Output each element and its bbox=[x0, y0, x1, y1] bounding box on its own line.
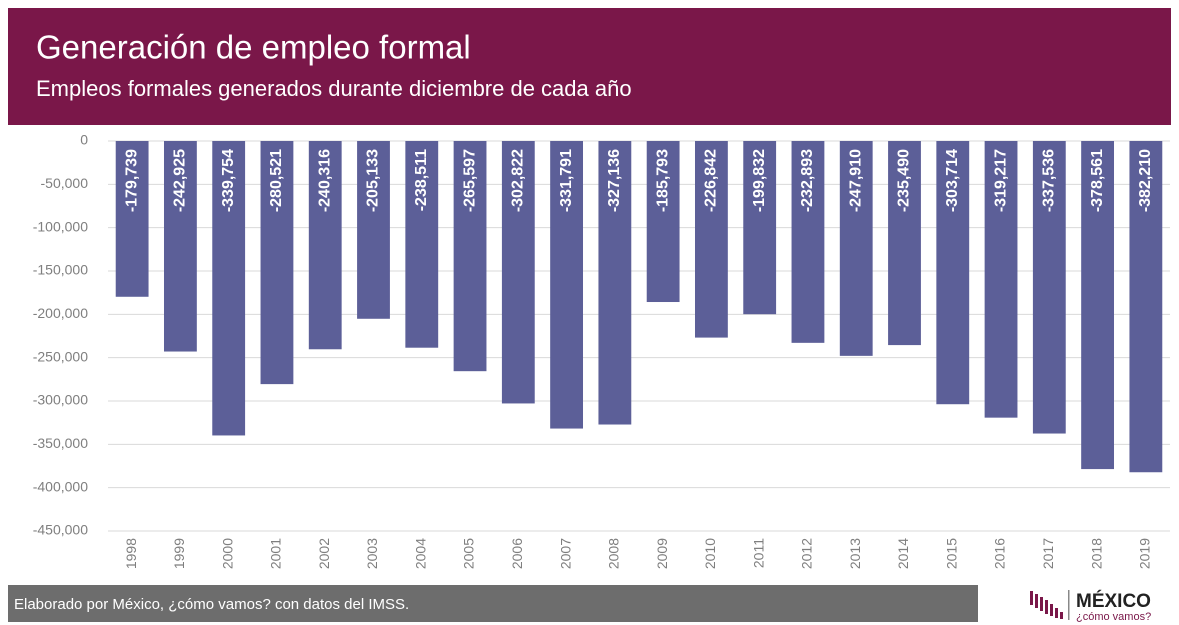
bar bbox=[453, 141, 487, 372]
x-tick-label: 2017 bbox=[1040, 538, 1056, 569]
bar bbox=[260, 141, 294, 385]
x-tick-label: 2006 bbox=[509, 538, 525, 569]
x-tick-label: 2005 bbox=[461, 538, 477, 569]
bar bbox=[115, 141, 149, 297]
x-tick-label: 1999 bbox=[171, 538, 187, 569]
header-band bbox=[8, 8, 1171, 125]
x-tick-label: 2009 bbox=[654, 538, 670, 569]
value-label: -337,536 bbox=[1041, 149, 1058, 212]
bar bbox=[694, 141, 728, 338]
bar bbox=[1129, 141, 1163, 473]
y-tick-label: -450,000 bbox=[33, 522, 88, 538]
y-tick-label: -400,000 bbox=[33, 478, 88, 494]
x-tick-label: 2001 bbox=[268, 538, 284, 569]
y-tick-label: -100,000 bbox=[33, 218, 88, 234]
x-tick-label: 2003 bbox=[364, 538, 380, 569]
bar bbox=[598, 141, 632, 425]
bar bbox=[550, 141, 584, 429]
x-tick-label: 2010 bbox=[702, 538, 718, 569]
bar bbox=[501, 141, 535, 404]
y-tick-label: 0 bbox=[80, 132, 88, 148]
value-label: -240,316 bbox=[316, 149, 333, 212]
value-label: -185,793 bbox=[654, 149, 671, 212]
bar bbox=[1032, 141, 1066, 434]
value-label: -265,597 bbox=[461, 149, 478, 212]
x-tick-label: 2016 bbox=[992, 538, 1008, 569]
value-label: -199,832 bbox=[751, 149, 768, 212]
logo-icon bbox=[1030, 590, 1070, 620]
bar bbox=[646, 141, 680, 303]
bar bbox=[212, 141, 246, 436]
value-label: -302,822 bbox=[510, 149, 527, 212]
x-tick-label: 1998 bbox=[123, 538, 139, 569]
value-label: -235,490 bbox=[896, 149, 913, 212]
value-label: -378,561 bbox=[1089, 149, 1106, 212]
y-tick-label: -50,000 bbox=[41, 175, 89, 191]
bar bbox=[791, 141, 825, 343]
value-label: -179,739 bbox=[123, 149, 140, 212]
footer-band bbox=[8, 585, 978, 622]
value-label: -247,910 bbox=[847, 149, 864, 212]
value-label: -205,133 bbox=[365, 149, 382, 212]
x-tick-label: 2011 bbox=[750, 538, 766, 568]
x-tick-label: 2019 bbox=[1137, 538, 1153, 569]
value-label: -226,842 bbox=[703, 149, 720, 212]
x-tick-label: 2000 bbox=[219, 538, 235, 569]
x-tick-label: 2002 bbox=[316, 538, 332, 569]
bar bbox=[308, 141, 342, 350]
x-tick-label: 2007 bbox=[557, 538, 573, 569]
y-tick-label: -200,000 bbox=[33, 305, 88, 321]
bar bbox=[357, 141, 390, 319]
y-tick-label: -300,000 bbox=[33, 392, 88, 408]
bar bbox=[405, 141, 439, 348]
bar bbox=[936, 141, 970, 405]
logo-tagline: ¿cómo vamos? bbox=[1076, 611, 1151, 623]
value-label: -327,136 bbox=[606, 149, 623, 212]
x-tick-label: 2012 bbox=[799, 538, 815, 569]
value-label: -280,521 bbox=[268, 149, 285, 212]
bar bbox=[888, 141, 921, 346]
x-tick-label: 2008 bbox=[606, 538, 622, 569]
x-tick-label: 2013 bbox=[847, 538, 863, 569]
value-label: -242,925 bbox=[172, 149, 189, 212]
x-tick-label: 2004 bbox=[412, 538, 428, 569]
x-tick-label: 2018 bbox=[1088, 538, 1104, 569]
value-label: -232,893 bbox=[799, 149, 816, 212]
bar bbox=[839, 141, 873, 356]
value-label: -331,791 bbox=[558, 149, 575, 212]
y-tick-label: -150,000 bbox=[33, 262, 88, 278]
y-tick-label: -350,000 bbox=[33, 435, 88, 451]
value-label: -339,754 bbox=[220, 149, 237, 212]
bar bbox=[1081, 141, 1115, 470]
source-note: Elaborado por México, ¿cómo vamos? con d… bbox=[14, 596, 409, 613]
x-tick-label: 2014 bbox=[895, 538, 911, 569]
value-label: -238,511 bbox=[413, 149, 430, 211]
chart-title: Generación de empleo formal bbox=[36, 29, 471, 66]
bar bbox=[743, 141, 777, 315]
value-label: -382,210 bbox=[1137, 149, 1154, 212]
value-label: -303,714 bbox=[944, 149, 961, 212]
bar bbox=[984, 141, 1018, 418]
bar bbox=[163, 141, 197, 352]
value-label: -319,217 bbox=[992, 149, 1009, 212]
y-tick-label: -250,000 bbox=[33, 348, 88, 364]
chart-subtitle: Empleos formales generados durante dicie… bbox=[36, 76, 632, 101]
x-tick-label: 2015 bbox=[943, 538, 959, 569]
logo-name: MÉXICO bbox=[1076, 590, 1151, 612]
